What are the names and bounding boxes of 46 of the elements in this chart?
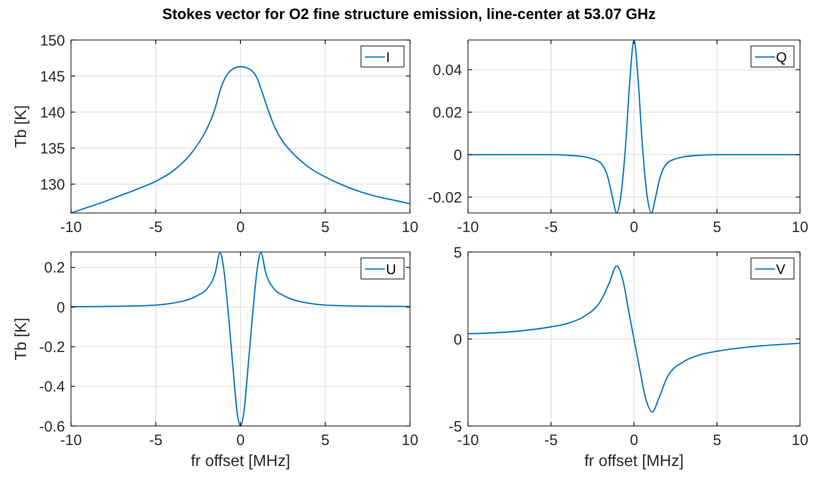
x-tick-label: 5 <box>321 432 330 449</box>
y-tick-label: 0 <box>454 331 462 348</box>
y-tick-label: 140 <box>40 104 65 122</box>
legend-label: U <box>386 260 396 277</box>
x-tick-label: 5 <box>712 432 722 449</box>
chart-title: Stokes vector for O2 fine structure emission, line-center at 53.07 GHz <box>162 6 656 23</box>
x-tick-label: 0 <box>236 219 245 236</box>
line-series <box>468 39 800 214</box>
x-tick-label: 0 <box>630 432 638 449</box>
x-tick-label: 5 <box>712 219 722 236</box>
line-series <box>71 66 410 214</box>
x-tick-label: 5 <box>321 219 330 236</box>
y-tick-label: 135 <box>40 140 65 158</box>
legend-label: I <box>386 48 390 65</box>
y-tick-label: -0.02 <box>428 189 462 206</box>
y-tick-label: 145 <box>40 68 65 86</box>
y-tick-label: 150 <box>40 32 65 50</box>
y-tick-label: 5 <box>454 244 462 262</box>
y-tick-label: 0 <box>56 299 65 316</box>
line-series <box>468 265 800 413</box>
y-tick-label: 0.02 <box>432 104 462 122</box>
y-tick-label: 0.2 <box>44 260 65 277</box>
y-tick-label: 130 <box>40 176 65 194</box>
y-tick-label: 0.04 <box>432 62 462 79</box>
y-axis-title: Tb [K] <box>13 318 30 360</box>
x-tick-label: -5 <box>149 432 162 449</box>
x-tick-label: 0 <box>236 432 245 449</box>
x-tick-label: -10 <box>457 219 479 236</box>
x-tick-label: -5 <box>544 219 558 236</box>
x-axis-title: fr offset [MHz] <box>584 453 684 470</box>
x-axis-title: fr offset [MHz] <box>190 453 290 470</box>
x-tick-label: 0 <box>630 219 638 236</box>
y-tick-label: -0.4 <box>39 378 65 396</box>
x-tick-label: -10 <box>60 219 82 236</box>
y-tick-label: -0.2 <box>39 338 65 356</box>
x-tick-label: 10 <box>402 219 418 236</box>
x-tick-label: 10 <box>402 432 418 449</box>
line-series <box>71 252 410 427</box>
x-tick-label: -5 <box>149 219 162 236</box>
y-tick-label: 0 <box>454 146 462 164</box>
legend-label: V <box>776 260 786 277</box>
x-tick-label: 10 <box>792 219 808 236</box>
y-axis-title: Tb [K] <box>13 105 30 148</box>
x-tick-label: -5 <box>544 432 558 449</box>
x-tick-label: 10 <box>792 432 808 449</box>
legend-label: Q <box>776 48 787 65</box>
